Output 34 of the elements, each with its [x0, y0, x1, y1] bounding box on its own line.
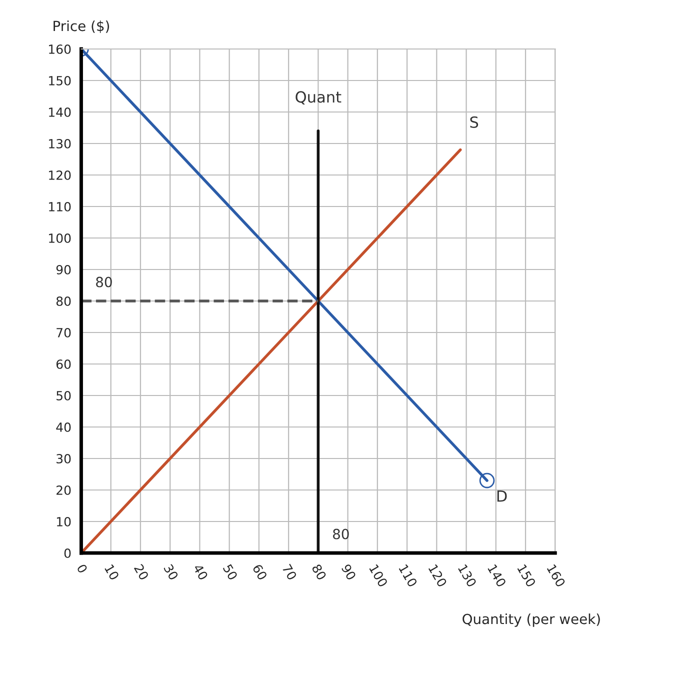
x-tick-label: 10 — [104, 564, 120, 581]
y-tick-label: 100 — [49, 233, 71, 243]
y-tick-label: 110 — [49, 202, 71, 212]
x-tick-label: 70 — [282, 564, 298, 581]
y-tick-label: 40 — [56, 422, 71, 432]
y-tick-label: 130 — [49, 138, 71, 148]
series-label: S — [470, 116, 478, 128]
y-tick-label: 60 — [56, 359, 71, 369]
y-tick-label: 150 — [49, 76, 71, 86]
y-tick-label: 20 — [56, 485, 71, 495]
annotation: 80 — [333, 528, 349, 540]
x-tick-label: 90 — [341, 564, 356, 581]
y-tick-label: 160 — [49, 44, 71, 54]
series-label: D — [497, 490, 507, 502]
y-tick-label: 0 — [64, 548, 71, 558]
y-tick-label: 50 — [56, 390, 71, 400]
y-tick-label: 120 — [49, 170, 71, 180]
y-tick-label: 70 — [56, 328, 71, 338]
x-tick-label: 20 — [134, 564, 150, 581]
x-tick-label: 50 — [222, 564, 238, 581]
y-tick-label: 10 — [56, 516, 71, 526]
y-tick-label: 80 — [56, 296, 71, 306]
x-tick-label: 80 — [311, 564, 327, 581]
x-tick-label: 0 — [76, 564, 88, 574]
x-tick-label: 30 — [163, 564, 179, 581]
x-axis-title: Quantity (per week) — [462, 613, 600, 627]
annotation: 80 — [96, 276, 112, 288]
y-axis-title: Price ($) — [54, 20, 110, 34]
text: Quant — [296, 91, 342, 104]
y-tick-label: 90 — [56, 264, 71, 274]
x-tick-label: 40 — [192, 563, 208, 581]
y-tick-label: 30 — [56, 454, 71, 464]
y-tick-label: 140 — [49, 107, 71, 117]
x-tick-label: 60 — [252, 564, 268, 581]
